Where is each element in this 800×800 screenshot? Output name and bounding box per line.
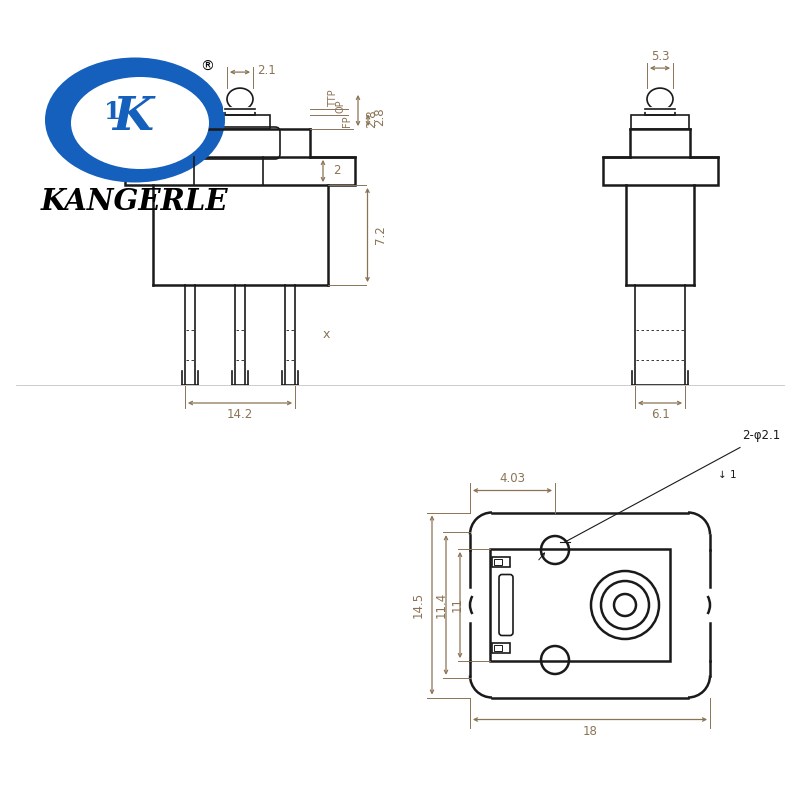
- Text: TTP: TTP: [328, 90, 338, 107]
- Text: 18: 18: [582, 725, 598, 738]
- Text: 11: 11: [450, 598, 463, 613]
- Bar: [225, 109, 255, 115]
- Text: 2-φ2.1: 2-φ2.1: [742, 430, 780, 442]
- Text: ®: ®: [200, 60, 214, 74]
- Text: 7.2: 7.2: [374, 226, 387, 244]
- Text: 4.03: 4.03: [499, 472, 526, 485]
- Text: OP: OP: [335, 99, 345, 113]
- Text: x: x: [323, 329, 330, 342]
- Text: KANGERLE: KANGERLE: [41, 187, 229, 217]
- Ellipse shape: [45, 58, 225, 182]
- Bar: [494, 559, 502, 565]
- Bar: [492, 643, 510, 653]
- Bar: [210, 115, 270, 129]
- Text: 5.3: 5.3: [650, 50, 670, 62]
- Bar: [602, 157, 718, 185]
- Text: K: K: [113, 94, 154, 140]
- Ellipse shape: [71, 77, 209, 169]
- Text: 14.5: 14.5: [411, 592, 425, 618]
- Bar: [490, 549, 670, 661]
- Bar: [125, 157, 355, 185]
- Text: 1: 1: [104, 100, 122, 124]
- Text: 11.4: 11.4: [434, 592, 447, 618]
- Text: ↓ 1: ↓ 1: [718, 470, 737, 479]
- Text: 6.1: 6.1: [650, 409, 670, 422]
- Bar: [492, 557, 510, 567]
- Bar: [645, 109, 675, 115]
- Text: 2.8: 2.8: [374, 108, 386, 126]
- Text: FP: FP: [342, 115, 352, 127]
- Bar: [631, 115, 689, 129]
- Text: 2.8: 2.8: [366, 110, 378, 128]
- Text: 14.2: 14.2: [227, 409, 253, 422]
- Bar: [494, 645, 502, 651]
- Text: 2.1: 2.1: [258, 64, 276, 77]
- Text: 2: 2: [334, 165, 341, 178]
